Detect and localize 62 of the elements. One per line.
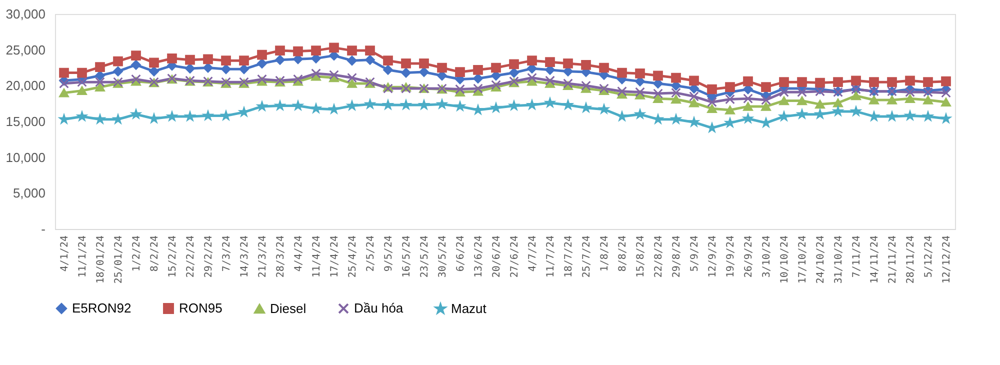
y-tick-label: 5,000	[12, 186, 46, 201]
x-tick-label: 4/1/24	[60, 236, 70, 272]
legend-label: E5RON92	[72, 300, 132, 316]
x-tick-label: 16/5/24	[402, 236, 412, 278]
y-tick-label: 10,000	[6, 150, 46, 165]
x-tick-label: 11/1/24	[78, 236, 88, 278]
x-tick-label: 26/9/24	[744, 236, 754, 278]
x-tick-label: 6/6/24	[456, 236, 466, 272]
x-tick-label: 11/7/24	[546, 236, 556, 278]
x-tick-label: 18/01/24	[96, 236, 106, 284]
x-tick-label: 8/2/24	[150, 236, 160, 272]
x-tick-label: 22/8/24	[654, 236, 664, 278]
x-tick-label: 29/8/24	[672, 236, 682, 278]
legend-label: Mazut	[451, 300, 487, 316]
x-tick-label: 19/9/24	[726, 236, 736, 278]
x-tick-label: 21/3/24	[258, 236, 268, 278]
legend-label: Diesel	[270, 300, 306, 316]
x-tick-label: 11/4/24	[312, 236, 322, 278]
x-tick-label: 14/3/24	[240, 236, 250, 278]
x-tick-label: 25/01/24	[114, 236, 124, 284]
x-tick-label: 24/10/24	[816, 236, 826, 284]
x-tick-label: 28/3/24	[276, 236, 286, 278]
x-tick-label: 4/4/24	[294, 236, 304, 272]
x-tick-label: 17/4/24	[330, 236, 340, 278]
x-tick-label: 27/6/24	[510, 236, 520, 278]
x-tick-label: 4/7/24	[528, 236, 538, 272]
x-tick-label: 17/10/24	[798, 236, 808, 284]
x-tick-label: 1/2/24	[132, 236, 142, 272]
x-tick-label: 25/7/24	[582, 236, 592, 278]
x-tick-label: 9/5/24	[384, 236, 394, 272]
x-tick-label: 15/8/24	[636, 236, 646, 278]
x-tick-label: 14/11/24	[870, 236, 880, 284]
x-tick-label: 29/2/24	[204, 236, 214, 278]
x-tick-label: 20/6/24	[492, 236, 502, 278]
y-tick-label: 25,000	[6, 42, 46, 58]
x-tick-label: 7/11/24	[852, 236, 862, 278]
x-tick-label: 10/10/24	[780, 236, 790, 284]
y-tick-label: 15,000	[6, 114, 46, 129]
x-tick-label: 2/5/24	[366, 236, 376, 272]
x-tick-label: 23/5/24	[420, 236, 430, 278]
x-tick-label: 12/12/24	[942, 236, 952, 284]
x-tick-label: 5/12/24	[924, 236, 934, 278]
x-tick-label: 31/10/24	[834, 236, 844, 284]
x-tick-label: 25/4/24	[348, 236, 358, 278]
x-tick-label: 22/2/24	[186, 236, 196, 278]
legend-label: RON95	[179, 300, 222, 316]
x-tick-label: 15/2/24	[168, 236, 178, 278]
x-tick-label: 7/3/24	[222, 236, 232, 272]
x-tick-label: 1/8/24	[600, 236, 610, 272]
x-tick-label: 28/11/24	[906, 236, 916, 284]
x-tick-label: 5/9/24	[690, 236, 700, 272]
x-tick-label: 30/5/24	[438, 236, 448, 278]
y-tick-label: 30,000	[6, 6, 46, 22]
x-tick-label: 3/10/24	[762, 236, 772, 278]
x-tick-label: 8/8/24	[618, 236, 628, 272]
x-tick-label: 18/7/24	[564, 236, 574, 278]
x-tick-label: 13/6/24	[474, 236, 484, 278]
y-tick-label: -	[41, 222, 46, 236]
x-tick-label: 12/9/24	[708, 236, 718, 278]
y-tick-label: 20,000	[6, 78, 46, 94]
legend-label: Dầu hóa	[354, 300, 404, 316]
x-tick-label: 21/11/24	[888, 236, 898, 284]
